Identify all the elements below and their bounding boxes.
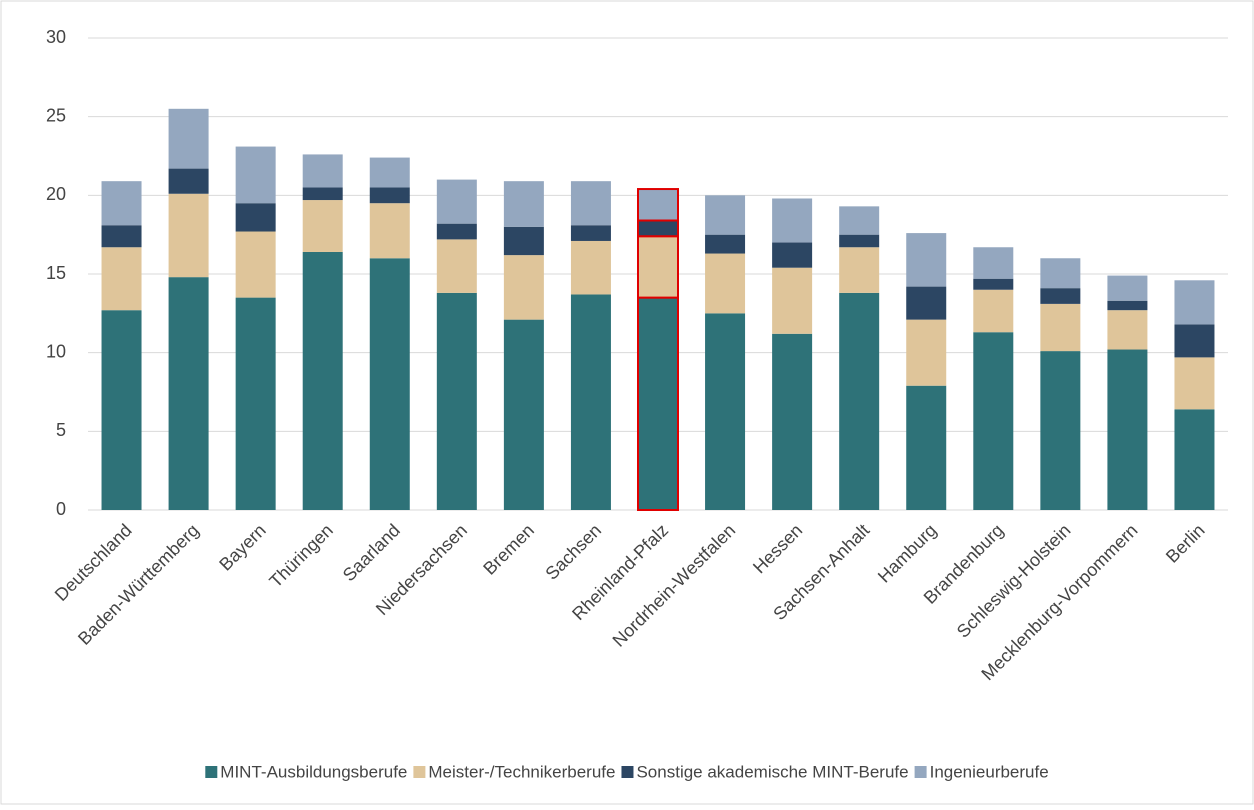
bar-segment [369, 157, 410, 188]
y-tick-label: 15 [46, 263, 66, 283]
bar-segment [705, 313, 746, 510]
bar-segment [168, 277, 209, 510]
legend-label: Meister-/Technikerberufe [428, 762, 615, 781]
bar-segment [302, 251, 343, 510]
bar-segment [772, 242, 813, 268]
legend-swatch [621, 766, 634, 778]
legend-label: Ingenieurberufe [930, 762, 1049, 781]
bar-segment [1107, 349, 1148, 510]
bar-segment [1107, 310, 1148, 350]
y-tick-label: 0 [56, 499, 66, 519]
bar-segment [1174, 357, 1215, 410]
bar-segment [705, 195, 746, 235]
bar-segment [436, 292, 477, 510]
bar-segment [1107, 275, 1148, 301]
bar-segment [839, 234, 880, 248]
bar-segment [705, 234, 746, 254]
legend-swatch [914, 766, 927, 778]
bar-segment [973, 332, 1014, 510]
bar-segment [839, 292, 880, 510]
bar-segment [637, 235, 679, 299]
y-tick-label: 25 [46, 105, 66, 125]
bar-segment [1174, 409, 1215, 510]
bar-segment [906, 233, 947, 287]
bar-segment [436, 239, 477, 293]
legend-label: Sonstige akademische MINT-Berufe [636, 762, 908, 781]
bar-segment [436, 223, 477, 240]
bar-segment [101, 310, 142, 510]
bar-segment [772, 333, 813, 510]
bar-segment [637, 296, 679, 511]
bar-segment [839, 247, 880, 293]
y-tick-label: 5 [56, 420, 66, 440]
y-tick-label: 20 [46, 184, 66, 204]
bar-segment [570, 225, 611, 241]
bar-segment [705, 253, 746, 314]
bar-segment [436, 179, 477, 224]
bar-segment [973, 289, 1014, 333]
bar-segment [235, 146, 276, 204]
y-tick-label: 10 [46, 341, 66, 361]
bar-segment [168, 108, 209, 169]
bar-segment [906, 319, 947, 386]
bar-segment [168, 168, 209, 194]
bar-segment [302, 200, 343, 252]
bar-segment [302, 154, 343, 188]
bar-segment [235, 297, 276, 510]
bar-segment [503, 181, 544, 227]
bar-segment [302, 187, 343, 201]
bar-segment [973, 278, 1014, 290]
bar-segment [1040, 351, 1081, 510]
bar-segment [1107, 300, 1148, 311]
legend-label: MINT-Ausbildungsberufe [220, 762, 407, 781]
bar-segment [503, 255, 544, 320]
bar-segment [570, 294, 611, 510]
bar-segment [1040, 303, 1081, 352]
bar-segment [1174, 324, 1215, 358]
bar-segment [235, 203, 276, 232]
bar-segment [906, 286, 947, 320]
bar-segment [570, 181, 611, 226]
y-tick-label: 30 [46, 27, 66, 47]
bar-segment [369, 203, 410, 259]
bar-segment [772, 198, 813, 243]
bar-segment [503, 226, 544, 256]
bar-segment [1040, 258, 1081, 289]
bar-segment [570, 240, 611, 295]
bar-segment [906, 385, 947, 510]
bar-segment [369, 258, 410, 510]
bar-segment [168, 193, 209, 278]
bar-segment [1040, 288, 1081, 304]
legend-swatch [205, 766, 218, 778]
bar-segment [772, 267, 813, 334]
bar-segment [637, 219, 679, 238]
bar-segment [101, 247, 142, 311]
bar-segment [235, 231, 276, 298]
bar-segment [503, 319, 544, 510]
bar-segment [973, 247, 1014, 279]
bar-segment [1174, 280, 1215, 325]
bar-segment [369, 187, 410, 204]
bar-segment [839, 206, 880, 235]
legend-swatch [413, 766, 426, 778]
bar-segment [637, 188, 679, 222]
bar-segment [101, 225, 142, 248]
bar-segment [101, 181, 142, 226]
